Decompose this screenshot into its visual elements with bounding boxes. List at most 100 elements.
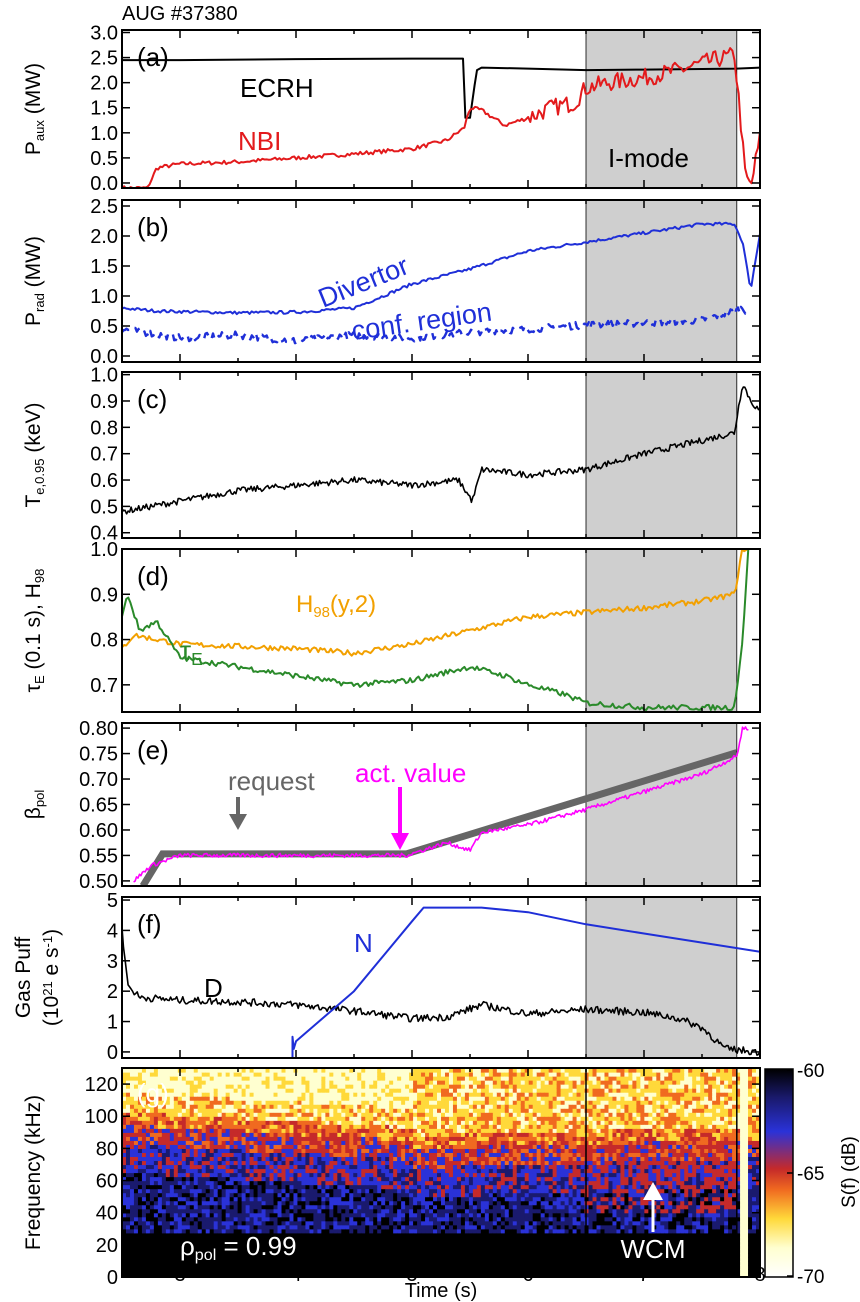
colorbar-label: S(f) (dB) xyxy=(839,1136,860,1208)
series-act-value xyxy=(133,726,749,883)
rho-pol-label: ρpol = 0.99 xyxy=(180,1231,297,1264)
y-tick-label: 80 xyxy=(96,1138,118,1160)
y-tick-label: 0.0 xyxy=(90,173,118,195)
h98-label: H98(y,2) xyxy=(296,591,376,621)
y-tick-label: 2 xyxy=(107,981,118,1003)
act-value-label: act. value xyxy=(355,758,466,788)
act-value-arrow-head xyxy=(391,833,409,850)
colorbar-tick-mid: -65 xyxy=(797,1164,824,1185)
figure-title: AUG #37380 xyxy=(122,3,238,25)
y-tick-label: 0.60 xyxy=(79,820,118,842)
y-tick-label: 0.7 xyxy=(90,675,118,697)
y-tick-label: 0.7 xyxy=(90,444,118,466)
series-n xyxy=(122,906,760,1058)
y-tick-label: 60 xyxy=(96,1171,118,1193)
y-tick-label: 1.5 xyxy=(90,98,118,120)
y-tick-label: 0 xyxy=(107,1267,118,1289)
x-tick-label: 6 xyxy=(522,1264,533,1286)
y-axis-label: Te,0.95 (keV) xyxy=(22,402,47,507)
y-tick-label: 0.6 xyxy=(90,470,118,492)
y-tick-label: 1 xyxy=(107,1012,118,1034)
n-label: N xyxy=(354,928,373,958)
series-h98-y-2- xyxy=(122,549,750,657)
y-tick-label: 4 xyxy=(107,920,118,942)
y-axis-label: Prad (MW) xyxy=(22,236,47,326)
y-axis-label: Frequency (kHz) xyxy=(22,1095,45,1250)
y-tick-label: 0.4 xyxy=(90,523,118,545)
y-axis-label: τE (0.1 s), H98 xyxy=(22,569,47,693)
panel-d: 0.7 0.8 0.9 1.0 (d) τE (0.1 s), H98 H98(y,2) τE xyxy=(22,539,761,713)
panel-f: 0 1 2 3 4 5 (f) Gas Puff (1021 e s-1) D N xyxy=(12,890,761,1064)
y-tick-label: 3 xyxy=(107,951,118,973)
panel-e: 0.50 0.55 0.60 0.65 0.70 0.75 0.80 (e) βpol reque… xyxy=(22,718,761,893)
imode-shading xyxy=(585,199,738,363)
x-axis-label: Time (s) xyxy=(405,1280,478,1302)
wcm-arrow-head xyxy=(643,1182,663,1200)
panel-g: ρpol = 0.99 WCM 0 20 40 60 80 100 120 (g) Frequenc… xyxy=(22,1067,761,1289)
series-d xyxy=(122,927,760,1056)
panel-c: 0.4 0.5 0.6 0.7 0.8 0.9 1.0 (c) Te,0.95 (keV) xyxy=(22,365,761,545)
y-tick-label: 1.0 xyxy=(90,539,118,561)
request-arrow-head xyxy=(229,814,247,830)
y-tick-label: 1.0 xyxy=(90,286,118,308)
y-axis-label: Paux (MW) xyxy=(22,63,47,155)
y-tick-label: 0.5 xyxy=(90,148,118,170)
panel-frame xyxy=(121,199,761,363)
y-tick-label: 0.9 xyxy=(90,584,118,606)
imode-shading xyxy=(585,548,738,713)
y-tick-label: 0.8 xyxy=(90,417,118,439)
panel-frame xyxy=(121,896,761,1059)
y-tick-label: 0.9 xyxy=(90,391,118,413)
y-axis-label: Gas Puff xyxy=(12,937,35,1018)
tau-e-label: τE xyxy=(180,635,203,669)
y-tick-label: 5 xyxy=(107,890,118,912)
series-request xyxy=(139,749,738,886)
panel-letter: (b) xyxy=(137,212,169,242)
y-tick-label: 0.80 xyxy=(79,718,118,740)
y-tick-label: 100 xyxy=(85,1106,118,1128)
imode-shading xyxy=(585,722,738,887)
panel-letter: (f) xyxy=(137,909,162,939)
imode-label: I-mode xyxy=(608,143,689,173)
panel-a: 0.0 0.5 1.0 1.5 2.0 2.5 3.0 (a) Paux (MW) ECRH NBI… xyxy=(22,23,761,195)
y-tick-label: 2.5 xyxy=(90,196,118,218)
y-tick-label: 1.5 xyxy=(90,256,118,278)
panel-letter: (g) xyxy=(137,1078,169,1108)
panel-frame xyxy=(121,371,761,539)
y-axis-unit: (1021 e s-1) xyxy=(40,929,63,1026)
series-conf-region xyxy=(122,305,749,345)
y-tick-label: 0.5 xyxy=(90,496,118,518)
panel-letter: (a) xyxy=(137,42,169,72)
colorbar-tick-bottom: -70 xyxy=(797,1267,824,1288)
y-tick-label: 0.50 xyxy=(79,871,118,893)
panel-frame xyxy=(121,1067,761,1278)
panel-b: 0.00.51.01.52.02.5(b)Prad (MW) Divertorco… xyxy=(22,196,761,368)
d-label: D xyxy=(204,973,223,1003)
y-tick-label: 0.0 xyxy=(90,346,118,368)
series-ecrh xyxy=(122,57,760,119)
y-tick-label: 0.5 xyxy=(90,316,118,338)
imode-shading xyxy=(585,896,738,1059)
spectrogram xyxy=(122,1068,760,1277)
wcm-label: WCM xyxy=(621,1234,686,1264)
y-tick-label: 2.0 xyxy=(90,226,118,248)
nbi-label: NBI xyxy=(238,126,281,156)
y-tick-label: 0.8 xyxy=(90,630,118,652)
y-tick-label: 3.0 xyxy=(90,23,118,45)
x-tick-label: 3 xyxy=(174,1264,185,1286)
panel-letter: (d) xyxy=(137,561,169,591)
y-tick-label: 0.55 xyxy=(79,845,118,867)
series-divertor xyxy=(122,221,760,316)
panel-letter: (e) xyxy=(137,735,169,765)
panel-letter: (c) xyxy=(137,384,167,414)
colorbar: -60 -65 -70 S(f) (dB) xyxy=(764,1061,860,1288)
colorbar-tick-top: -60 xyxy=(797,1061,824,1082)
series-trace xyxy=(122,386,760,515)
series-nbi xyxy=(122,47,760,188)
ecrh-label: ECRH xyxy=(240,73,314,103)
y-tick-label: 1.0 xyxy=(90,123,118,145)
imode-shading xyxy=(585,371,738,539)
x-tick-label: 8 xyxy=(754,1264,765,1286)
x-tick-label: 5 xyxy=(406,1264,417,1286)
y-tick-label: 2.0 xyxy=(90,73,118,95)
